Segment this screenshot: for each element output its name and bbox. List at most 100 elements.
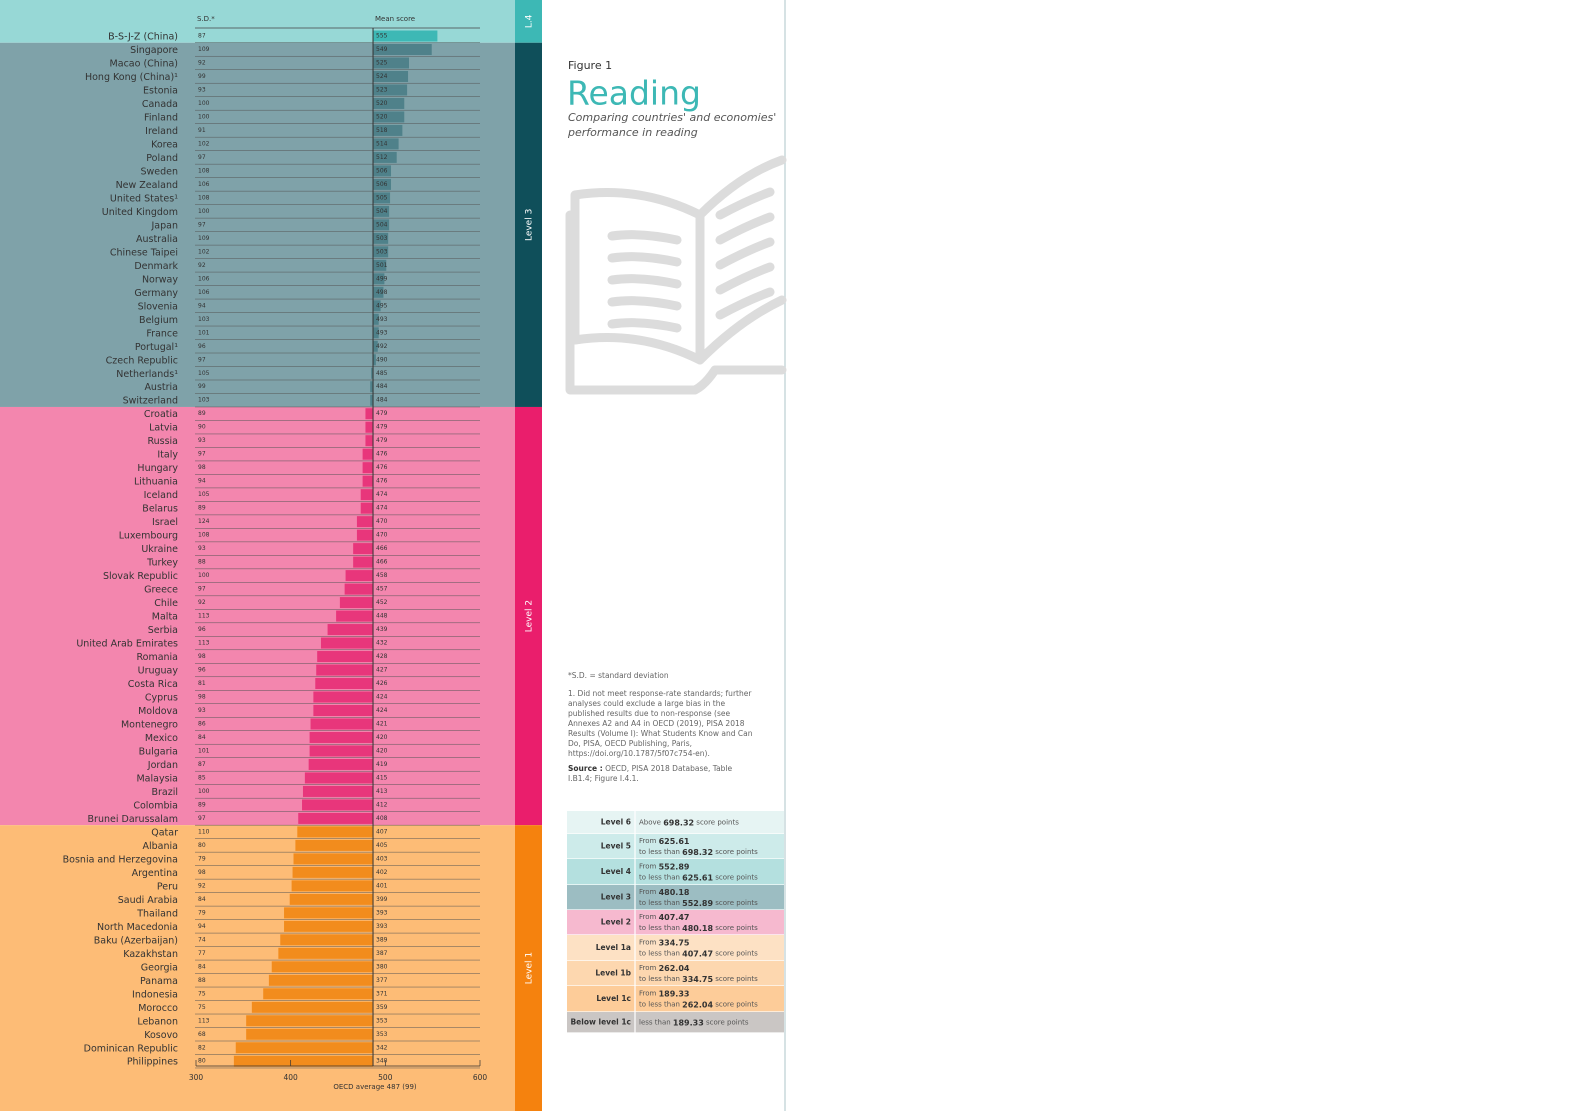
sd-value: 89 (198, 801, 206, 808)
bar (373, 219, 390, 231)
range-text: score points (713, 848, 758, 856)
sd-value: 85 (198, 774, 206, 781)
country-label: Luxembourg (119, 531, 178, 542)
bar (362, 462, 374, 474)
sd-value: 86 (198, 720, 206, 727)
mean-value: 389 (376, 936, 388, 943)
bar (365, 435, 374, 447)
subtitle: performance in reading (567, 126, 698, 139)
range-text: score points (713, 1001, 758, 1009)
mean-value: 457 (376, 586, 388, 593)
level-strip (515, 42, 542, 407)
sd-value: 84 (198, 896, 206, 903)
country-label: Costa Rica (128, 679, 178, 690)
sd-value: 108 (198, 167, 210, 174)
sd-value: 89 (198, 505, 206, 512)
range-text: less than (639, 1019, 673, 1027)
sd-value: 98 (198, 694, 206, 701)
bar (297, 826, 374, 838)
sd-value: 93 (198, 707, 206, 714)
level-band (0, 0, 515, 43)
bar (373, 300, 381, 312)
level-row (567, 811, 784, 834)
source-label: Source : (568, 764, 603, 773)
sd-value: 100 (198, 208, 210, 215)
sd-value: 92 (198, 262, 206, 269)
range-text: From (639, 888, 659, 896)
mean-value: 420 (376, 734, 388, 741)
bar (345, 570, 374, 582)
page-title: Reading (567, 74, 701, 113)
country-label: Czech Republic (106, 355, 178, 366)
country-label: Australia (136, 234, 178, 245)
level-name: Level 6 (601, 818, 631, 827)
sd-value: 82 (198, 1044, 206, 1051)
sd-value: 101 (198, 747, 210, 754)
sd-value: 80 (198, 842, 206, 849)
mean-value: 493 (376, 316, 388, 323)
level-range: to less than 552.89 score points (639, 899, 758, 908)
country-label: Turkey (146, 558, 178, 569)
bar (316, 664, 374, 676)
sd-value: 84 (198, 963, 206, 970)
country-label: Peru (157, 881, 178, 892)
range-text: Above (639, 819, 663, 827)
level-range: From 262.04 (639, 964, 690, 973)
range-text: score points (704, 1019, 749, 1027)
sd-value: 100 (198, 100, 210, 107)
bar (302, 785, 374, 797)
country-label: Latvia (149, 423, 178, 434)
bar (362, 475, 374, 487)
country-label: United Kingdom (102, 207, 178, 218)
bar (339, 597, 374, 609)
sd-value: 94 (198, 478, 206, 485)
mean-value: 432 (376, 640, 388, 647)
sd-value: 94 (198, 302, 206, 309)
bar (268, 974, 374, 986)
bar (362, 448, 374, 460)
mean-value: 479 (376, 410, 388, 417)
mean-value: 506 (376, 167, 388, 174)
sd-value: 68 (198, 1031, 206, 1038)
bar (356, 529, 374, 541)
bar (304, 772, 374, 784)
sd-value: 98 (198, 653, 206, 660)
subtitle: Comparing countries' and economies' (568, 111, 776, 124)
mean-value: 426 (376, 680, 388, 687)
range-value: 552.89 (682, 899, 713, 908)
range-text: score points (694, 819, 739, 827)
country-label: Poland (146, 153, 178, 164)
country-label: Colombia (133, 800, 178, 811)
country-label: Hungary (137, 463, 178, 474)
mean-value: 412 (376, 801, 388, 808)
sd-value: 97 (198, 154, 206, 161)
bar (373, 84, 408, 96)
country-label: Montenegro (121, 719, 178, 730)
mean-value: 520 (376, 100, 388, 107)
bar (373, 273, 385, 285)
sd-value: 97 (198, 451, 206, 458)
mean-value: 495 (376, 302, 388, 309)
country-label: Macao (China) (110, 58, 178, 69)
country-label: Belarus (142, 504, 178, 515)
sd-value: 92 (198, 599, 206, 606)
bar (373, 354, 376, 366)
sd-value: 113 (198, 1017, 210, 1024)
range-text: From (639, 939, 659, 947)
sd-value: 98 (198, 464, 206, 471)
sd-value: 92 (198, 882, 206, 889)
range-value: 625.61 (682, 873, 713, 882)
sd-value: 108 (198, 532, 210, 539)
range-value: 334.75 (682, 975, 713, 984)
bar (284, 920, 374, 932)
bar (373, 151, 397, 163)
country-label: Serbia (148, 625, 178, 636)
country-label: Panama (140, 976, 178, 987)
mean-value: 492 (376, 343, 388, 350)
level-range: to less than 698.32 score points (639, 848, 758, 857)
bar (373, 165, 392, 177)
bar (280, 934, 374, 946)
mean-value: 474 (376, 491, 388, 498)
range-text: to less than (639, 848, 682, 856)
